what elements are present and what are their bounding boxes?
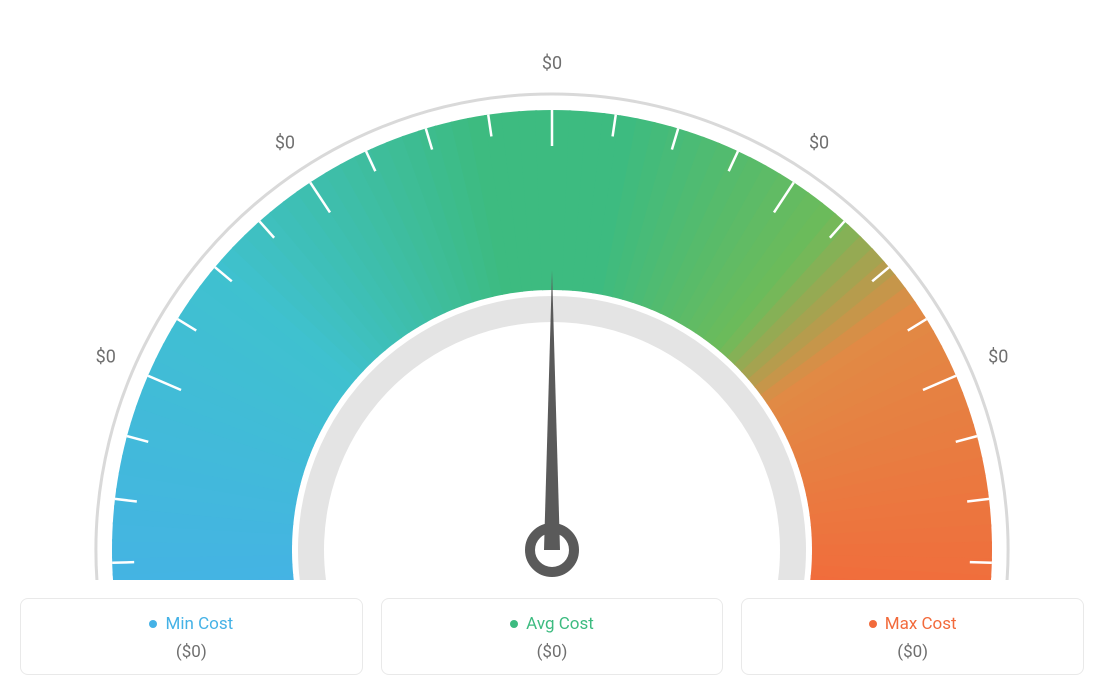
gauge-svg: $0$0$0$0$0$0$0: [20, 20, 1084, 580]
legend-dot-avg: [510, 620, 518, 628]
legend-label-max-text: Max Cost: [885, 614, 957, 634]
legend-label-avg-text: Avg Cost: [526, 614, 594, 634]
svg-text:$0: $0: [96, 346, 116, 367]
cost-gauge-chart: $0$0$0$0$0$0$0 Min Cost ($0) Avg Cost ($…: [20, 20, 1084, 675]
svg-text:$0: $0: [275, 133, 295, 154]
svg-text:$0: $0: [809, 133, 829, 154]
legend-dot-max: [869, 620, 877, 628]
legend-value-min: ($0): [31, 642, 352, 662]
legend-dot-min: [149, 620, 157, 628]
legend-card-max: Max Cost ($0): [741, 598, 1084, 675]
legend-label-min: Min Cost: [149, 614, 233, 634]
legend-label-min-text: Min Cost: [165, 614, 233, 634]
svg-text:$0: $0: [988, 346, 1008, 367]
legend-value-avg: ($0): [392, 642, 713, 662]
legend-card-min: Min Cost ($0): [20, 598, 363, 675]
legend-value-max: ($0): [752, 642, 1073, 662]
legend-label-avg: Avg Cost: [510, 614, 594, 634]
legend-row: Min Cost ($0) Avg Cost ($0) Max Cost ($0…: [20, 598, 1084, 675]
legend-label-max: Max Cost: [869, 614, 957, 634]
svg-text:$0: $0: [542, 53, 562, 74]
legend-card-avg: Avg Cost ($0): [381, 598, 724, 675]
